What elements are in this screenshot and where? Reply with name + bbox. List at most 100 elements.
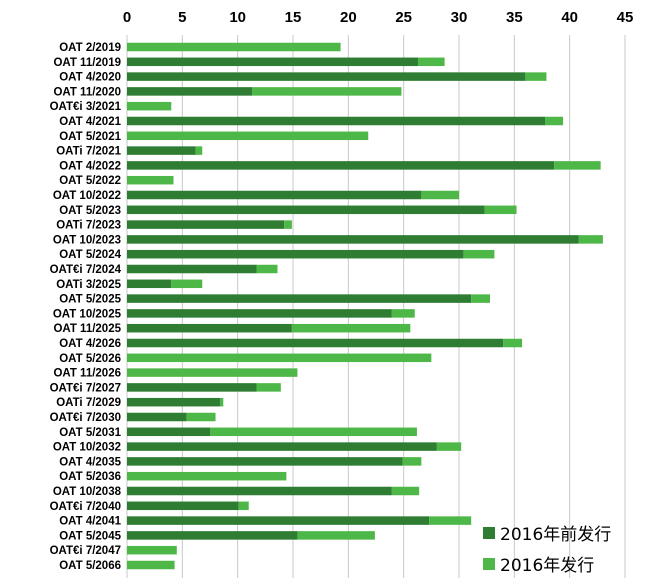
category-label: OAT 5/2023 xyxy=(59,205,121,217)
category-label: OAT 4/2026 xyxy=(59,338,121,350)
bar-segment-2016 xyxy=(402,457,422,466)
bar-segment-pre2016 xyxy=(127,338,504,348)
bar-segment-2016 xyxy=(391,486,420,496)
bar-segment-pre2016 xyxy=(127,279,172,289)
legend-label-2016: 2016年发行 xyxy=(500,556,594,576)
bar-segment-2016 xyxy=(463,249,495,259)
bars xyxy=(127,42,603,570)
bar-segment-pre2016 xyxy=(127,531,298,540)
bar-segment-2016 xyxy=(252,87,402,96)
category-label: OAT 5/2026 xyxy=(59,353,121,365)
bar-segment-pre2016 xyxy=(127,57,419,67)
x-axis-tick-labels: 0 5 10 15 20 25 30 35 40 45 xyxy=(123,9,634,26)
bar-segment-pre2016 xyxy=(127,235,579,244)
bar-segment-2016 xyxy=(171,279,203,289)
category-label: OAT 11/2025 xyxy=(53,323,121,335)
bar-segment-2016 xyxy=(127,175,174,185)
bar-segment-pre2016 xyxy=(127,87,253,96)
category-label: OAT€i 7/2047 xyxy=(50,545,121,557)
bar-segment-pre2016 xyxy=(127,146,196,155)
bar-segment-2016 xyxy=(186,412,216,422)
bar-segment-2016 xyxy=(219,397,224,407)
bar-segment-2016 xyxy=(471,294,490,303)
bar-segment-pre2016 xyxy=(127,501,239,511)
bar-segment-pre2016 xyxy=(127,442,437,451)
bar-segment-2016 xyxy=(418,57,445,67)
x-tick-label: 45 xyxy=(617,9,634,26)
category-label: OAT 5/2024 xyxy=(59,249,121,261)
category-label: OAT 4/2020 xyxy=(59,72,121,84)
bar-segment-2016 xyxy=(127,545,177,555)
category-label: OAT 5/2036 xyxy=(59,471,121,483)
bar-segment-2016 xyxy=(127,101,172,111)
category-label: OAT 5/2045 xyxy=(59,530,121,542)
bar-segment-2016 xyxy=(545,116,564,126)
category-label: OAT 10/2032 xyxy=(53,442,121,454)
category-label: OAT€i 7/2040 xyxy=(50,501,121,513)
bar-segment-pre2016 xyxy=(127,486,392,496)
x-tick-label: 20 xyxy=(340,9,357,26)
category-label: OATi 3/2025 xyxy=(56,279,121,291)
bar-segment-pre2016 xyxy=(127,516,430,525)
category-label: OAT 5/2022 xyxy=(59,175,121,187)
category-label: OAT 5/2066 xyxy=(59,560,121,572)
x-tick-label: 25 xyxy=(395,9,412,26)
bar-segment-pre2016 xyxy=(127,397,220,407)
bar-segment-2016 xyxy=(503,338,523,348)
category-label: OAT 4/2021 xyxy=(59,116,121,128)
legend-swatch-2016 xyxy=(483,558,495,570)
category-label: OAT 5/2021 xyxy=(59,131,121,143)
bar-segment-2016 xyxy=(127,42,341,52)
bar-segment-2016 xyxy=(436,442,462,451)
bar-segment-2016 xyxy=(195,146,203,155)
category-label: OAT 5/2031 xyxy=(59,427,121,439)
bar-segment-pre2016 xyxy=(127,249,464,259)
bar-segment-2016 xyxy=(291,323,411,333)
bar-segment-pre2016 xyxy=(127,294,472,303)
bar-segment-pre2016 xyxy=(127,457,403,466)
category-label: OAT 11/2019 xyxy=(53,57,121,69)
gridlines xyxy=(126,35,626,578)
x-tick-label: 15 xyxy=(285,9,302,26)
bar-segment-2016 xyxy=(127,560,175,570)
category-labels: OAT 2/2019 OAT 11/2019 OAT 4/2020 OAT 11/20… xyxy=(50,42,122,572)
bar-segment-2016 xyxy=(127,471,287,481)
bar-segment-pre2016 xyxy=(127,72,526,81)
category-label: OATi 7/2021 xyxy=(56,146,121,158)
category-label: OAT 11/2026 xyxy=(53,368,121,380)
bar-segment-pre2016 xyxy=(127,116,546,126)
bar-segment-2016 xyxy=(127,353,432,363)
bar-segment-2016 xyxy=(525,72,547,81)
category-label: OAT€i 7/2027 xyxy=(50,382,121,394)
category-label: OAT 4/2022 xyxy=(59,160,121,172)
bar-segment-2016 xyxy=(297,531,375,540)
bar-segment-2016 xyxy=(578,235,603,244)
bar-segment-2016 xyxy=(256,264,278,274)
bar-segment-pre2016 xyxy=(127,190,422,200)
bar-segment-pre2016 xyxy=(127,323,292,333)
x-tick-label: 10 xyxy=(229,9,246,26)
category-label: OAT 10/2025 xyxy=(53,308,122,320)
category-label: OAT 4/2035 xyxy=(59,456,121,468)
category-label: OAT 4/2041 xyxy=(59,516,121,528)
bar-segment-2016 xyxy=(484,205,517,215)
category-label: OAT€i 3/2021 xyxy=(50,101,122,113)
bar-segment-pre2016 xyxy=(127,264,257,274)
category-label: OAT€i 7/2030 xyxy=(50,412,121,424)
category-label: OATi 7/2029 xyxy=(56,397,121,409)
bar-segment-2016 xyxy=(421,190,459,200)
bar-segment-2016 xyxy=(210,427,417,437)
category-label: OAT 2/2019 xyxy=(59,42,121,54)
category-label: OAT 10/2038 xyxy=(53,486,122,498)
x-tick-label: 30 xyxy=(451,9,468,26)
x-tick-label: 5 xyxy=(178,9,186,26)
bar-segment-pre2016 xyxy=(127,383,257,392)
x-tick-label: 35 xyxy=(506,9,523,26)
category-label: OAT 10/2022 xyxy=(53,190,121,202)
category-label: OATi 7/2023 xyxy=(56,220,121,232)
x-tick-label: 0 xyxy=(123,9,131,26)
bar-segment-pre2016 xyxy=(127,309,392,318)
category-label: OAT 10/2023 xyxy=(53,234,121,246)
category-label: OAT€i 7/2024 xyxy=(50,264,122,276)
category-label: OAT 5/2025 xyxy=(59,294,121,306)
